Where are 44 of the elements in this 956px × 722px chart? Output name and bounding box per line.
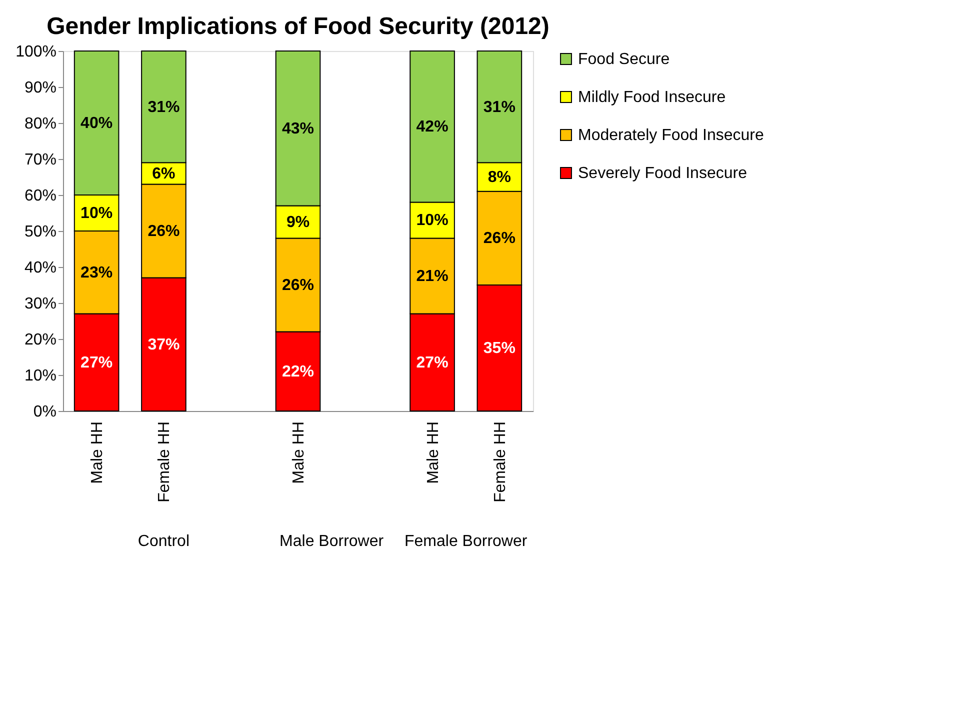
y-tick-label: 0% [33, 404, 56, 420]
x-tick-label: Female HH [156, 422, 174, 502]
data-label: 40% [80, 115, 113, 132]
y-tick-label: 30% [24, 296, 56, 312]
data-label: 10% [416, 212, 448, 230]
x-tick-label: Male HH [424, 422, 442, 484]
data-label: 6% [152, 165, 176, 182]
data-label: 26% [483, 230, 516, 248]
data-label: 8% [488, 169, 511, 186]
data-label: 37% [148, 336, 180, 354]
data-label: 23% [80, 264, 113, 282]
legend-label: Food Secure [578, 51, 670, 68]
legend-label: Moderately Food Insecure [578, 127, 764, 144]
y-tick-label: 100% [16, 44, 56, 60]
y-tick-label: 50% [24, 224, 56, 240]
legend-label: Severely Food Insecure [578, 165, 748, 182]
data-label: 27% [80, 354, 113, 372]
y-tick-label: 20% [24, 332, 56, 348]
x-tick-label: Female HH [492, 422, 509, 502]
data-label: 9% [286, 214, 310, 231]
data-label: 31% [483, 98, 516, 116]
text: Female Borrower [404, 533, 528, 550]
data-label: 26% [148, 223, 180, 240]
data-label: 35% [483, 340, 516, 357]
data-label: 31% [148, 98, 180, 116]
text: Control [138, 533, 190, 550]
data-label: 43% [282, 120, 314, 138]
legend-label: Mildly Food Insecure [578, 89, 726, 106]
y-tick-label: 80% [24, 116, 56, 132]
y-tick-label: 60% [24, 188, 56, 204]
data-label: 22% [282, 363, 314, 380]
data-label: 27% [416, 354, 448, 372]
data-label: 42% [416, 118, 448, 136]
y-tick-label: 90% [24, 80, 56, 96]
data-label: 21% [416, 268, 448, 285]
y-tick-label: 40% [24, 260, 56, 276]
y-tick-label: 70% [24, 152, 56, 168]
y-tick-label: 10% [24, 368, 56, 384]
x-tick-label: Male HH [290, 422, 308, 484]
data-label: 26% [282, 277, 314, 294]
x-tick-label: Male HH [89, 422, 106, 484]
chart-title: Gender Implications of Food Security (2012) [46, 13, 550, 40]
text: Male Borrower [280, 533, 384, 550]
data-label: 10% [80, 205, 113, 222]
